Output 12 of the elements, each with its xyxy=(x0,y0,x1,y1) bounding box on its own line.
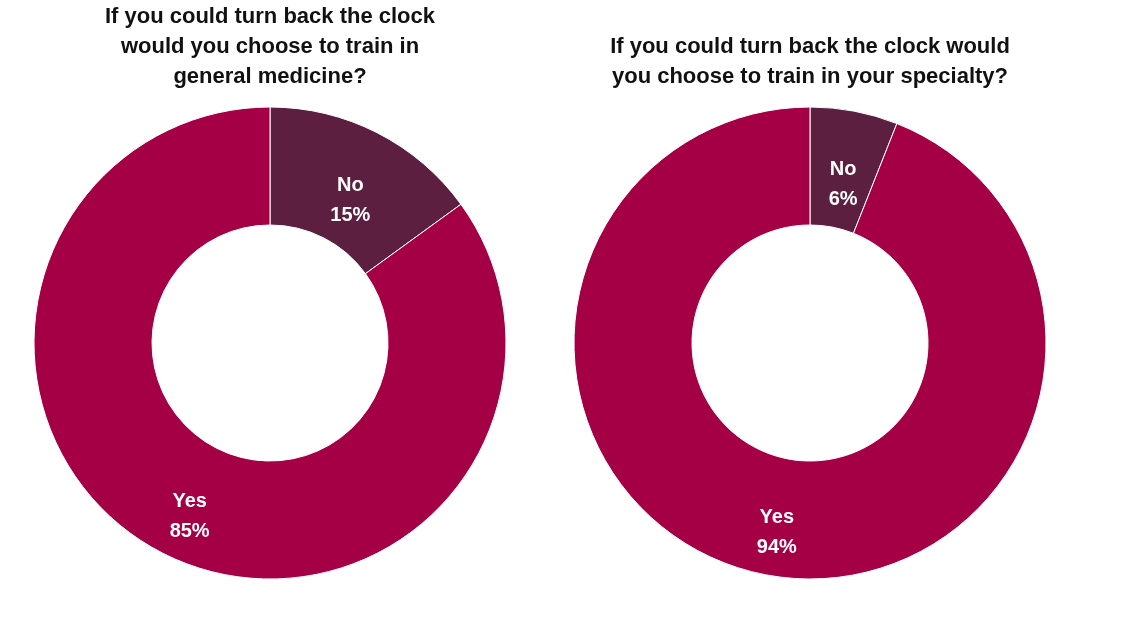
chart-title: If you could turn back the clock would you choose to train in your specialty? xyxy=(610,33,1010,88)
data-label: 94% xyxy=(756,534,798,557)
data-label: 6% xyxy=(828,187,858,210)
data-label: 85% xyxy=(169,518,210,541)
slice-label: No xyxy=(829,157,857,180)
donut-slice xyxy=(573,106,1047,580)
donut-slice xyxy=(33,106,507,580)
slice-label: No xyxy=(337,173,364,196)
slice-label: Yes xyxy=(759,504,795,527)
chart-title: If you could turn back the clock would you choose to train in general medicine? xyxy=(104,3,436,88)
data-label: 15% xyxy=(330,203,371,226)
slice-label: Yes xyxy=(172,488,207,511)
